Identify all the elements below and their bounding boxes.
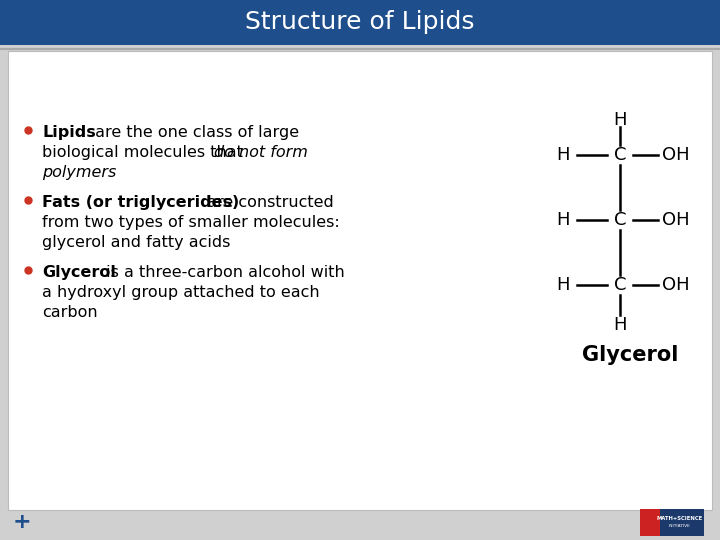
Text: INITIATIVE: INITIATIVE (669, 524, 691, 528)
Text: H: H (557, 146, 570, 164)
Text: OH: OH (662, 146, 690, 164)
Text: MATH+SCIENCE: MATH+SCIENCE (657, 516, 703, 522)
Text: Glycerol: Glycerol (42, 265, 116, 280)
Text: polymers: polymers (42, 165, 117, 180)
Text: is a three-carbon alcohol with: is a three-carbon alcohol with (101, 265, 345, 280)
Text: are the one class of large: are the one class of large (90, 125, 299, 140)
FancyBboxPatch shape (8, 51, 712, 510)
Text: carbon: carbon (42, 305, 98, 320)
Text: H: H (613, 111, 626, 129)
Text: C: C (613, 211, 626, 229)
Text: OH: OH (662, 276, 690, 294)
Text: a hydroxyl group attached to each: a hydroxyl group attached to each (42, 285, 320, 300)
Text: OH: OH (662, 211, 690, 229)
Text: do not form: do not form (214, 145, 308, 160)
Text: H: H (613, 316, 626, 334)
Text: H: H (557, 276, 570, 294)
Text: glycerol and fatty acids: glycerol and fatty acids (42, 235, 230, 250)
Text: Fats (or triglycerides): Fats (or triglycerides) (42, 195, 239, 210)
Text: are constructed: are constructed (202, 195, 334, 210)
FancyBboxPatch shape (0, 0, 720, 45)
Text: Structure of Lipids: Structure of Lipids (246, 10, 474, 35)
FancyBboxPatch shape (640, 509, 660, 536)
Text: biological molecules that: biological molecules that (42, 145, 248, 160)
Text: C: C (613, 276, 626, 294)
Text: Lipids: Lipids (42, 125, 96, 140)
Text: H: H (557, 211, 570, 229)
Text: Glycerol: Glycerol (582, 345, 678, 365)
FancyBboxPatch shape (640, 509, 704, 536)
Text: C: C (613, 146, 626, 164)
Text: from two types of smaller molecules:: from two types of smaller molecules: (42, 215, 340, 230)
Text: +: + (13, 512, 31, 532)
